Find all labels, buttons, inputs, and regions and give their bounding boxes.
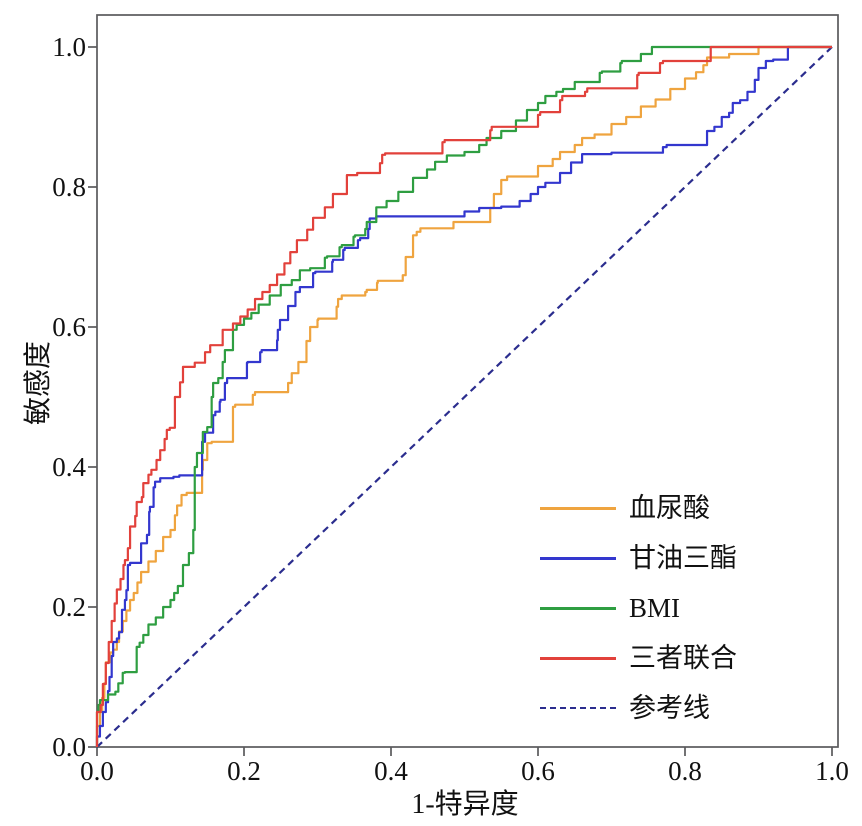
x-tick-label-0.0: 0.0 [80,756,114,786]
x-tick-label-0.2: 0.2 [227,756,261,786]
legend: 血尿酸 甘油三酯 BMI 三者联合 参考线 [540,491,737,741]
legend-item-three-combined: 三者联合 [540,641,737,675]
legend-line-swatch [540,707,616,709]
y-tick-label-0.2: 0.2 [52,592,86,622]
legend-line-swatch [540,556,616,560]
y-axis-title: 敏感度 [23,341,54,426]
legend-label: 血尿酸 [629,493,710,523]
curve-serum-uric-acid [95,45,832,747]
y-tick-label-0.4: 0.4 [52,452,86,482]
x-tick-label-1.0: 1.0 [815,756,849,786]
legend-label: 甘油三酯 [629,543,737,573]
legend-label: 三者联合 [629,643,737,673]
legend-item-serum-uric-acid: 血尿酸 [540,491,737,525]
roc-curves [95,45,833,748]
x-tick-label-0.8: 0.8 [668,756,702,786]
legend-label: BMI [629,593,681,623]
axes-frame [96,14,839,748]
x-tick-label-0.6: 0.6 [521,756,555,786]
x-tick-label-0.4: 0.4 [374,756,408,786]
legend-line-swatch [540,506,616,510]
x-axis-title: 1-特异度 [411,789,519,820]
legend-line-swatch [540,656,616,660]
legend-item-reference-line: 参考线 [540,691,737,725]
curve-three-combined [95,45,832,747]
y-tick-label-0.0: 0.0 [52,732,86,762]
curve-reference-line [96,46,833,748]
y-tick-label-0.8: 0.8 [52,172,86,202]
y-tick-label-1.0: 1.0 [52,32,86,62]
axis-ticks [88,46,833,756]
curve-bmi [95,45,832,747]
legend-item-triglyceride: 甘油三酯 [540,541,737,575]
legend-item-bmi: BMI [540,591,737,625]
y-tick-label-0.6: 0.6 [52,312,86,342]
legend-line-swatch [540,606,616,610]
curve-triglyceride [95,45,832,747]
legend-label: 参考线 [629,693,710,723]
